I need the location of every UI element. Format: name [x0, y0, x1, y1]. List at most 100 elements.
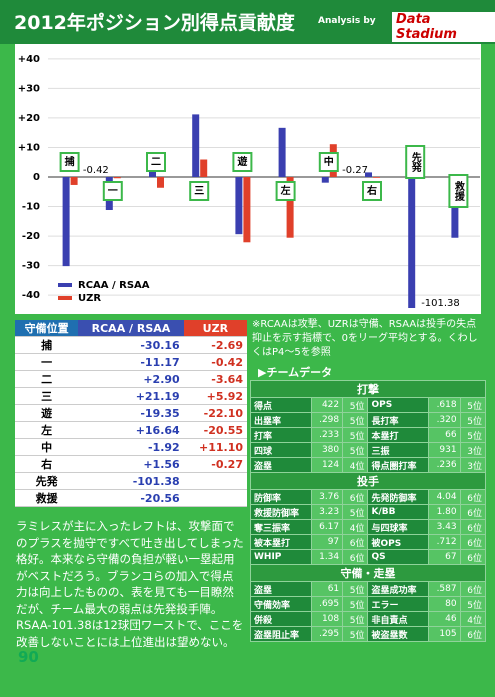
bar: [365, 172, 372, 177]
cell: 5位: [459, 427, 487, 443]
cell: 右: [15, 455, 79, 473]
section-row: 投手: [250, 472, 486, 490]
cell: 4.04: [428, 489, 461, 505]
cell: WHIP: [250, 549, 312, 565]
cell: 422: [310, 397, 344, 413]
cell: 5位: [342, 611, 369, 627]
y-tick-label: 0: [33, 172, 40, 183]
x-tick-label: 捕: [65, 155, 75, 168]
row: 盗塁 61 5位 盗塁成功率 .587 6位: [250, 581, 487, 597]
cell: 非自責点: [367, 611, 430, 627]
row: 出塁率 .298 5位 長打率 .320 5位: [250, 412, 487, 428]
cell: 盗塁: [250, 457, 312, 473]
header-cell: UZR: [183, 320, 247, 337]
chart: +40 +30 +20 +10 0 -10 -20 -30 -40 捕 -0.42 一 二三 遊左 中 -0.…: [15, 44, 481, 314]
bar: [192, 114, 200, 177]
cell: -1.92: [78, 438, 184, 456]
cell: .233: [310, 427, 344, 443]
x-tick-label: 遊: [237, 155, 247, 168]
cell: 先発: [15, 472, 79, 490]
cell: +16.64: [78, 421, 184, 439]
cell: 6位: [459, 549, 487, 565]
y-tick-label: -20: [22, 231, 40, 242]
cell: .295: [310, 626, 344, 642]
team-data-title: ▶チームデータ: [258, 366, 333, 379]
cell: +2.90: [78, 370, 184, 388]
section-row: 守備・走塁: [250, 564, 486, 582]
bar: [286, 177, 294, 238]
header-cell: RCAA / RSAA: [78, 320, 184, 337]
cell: 一: [15, 353, 79, 371]
cell: 出塁率: [250, 412, 312, 428]
body-text: ラミレスが主に入ったレフトは、攻撃面でのプラスを抛守ですべて吐き出してしまった格…: [16, 519, 244, 649]
cell: 6位: [342, 489, 369, 505]
row: 盗塁阻止率 .295 5位 被盗塁数 105 6位: [250, 626, 487, 642]
section-name: 打撃: [250, 380, 486, 398]
cell: 4位: [342, 457, 369, 473]
x-tick-label: 右: [366, 184, 377, 197]
cell: 与四球率: [367, 519, 430, 535]
cell: +1.56: [78, 455, 184, 473]
cell: OPS: [367, 397, 430, 413]
cell: 併殺: [250, 611, 312, 627]
bar: [278, 127, 286, 177]
cell: 本塁打: [367, 427, 430, 443]
cell: -19.35: [78, 404, 184, 422]
cell: 遊: [15, 404, 79, 422]
cell: .695: [310, 596, 344, 612]
bar: [235, 177, 243, 235]
cell: 盗塁: [250, 581, 312, 597]
category-box: [189, 181, 210, 201]
cell: 5位: [342, 397, 369, 413]
category-box: [102, 181, 123, 201]
row: 守備効率 .695 5位 エラー 80 5位: [250, 596, 487, 612]
cell: -2.69: [183, 336, 247, 354]
cell: 6位: [459, 519, 487, 535]
cell: 1.80: [428, 504, 461, 520]
bar: [321, 177, 329, 183]
cell: -0.42: [183, 353, 247, 371]
position-table: 守備位置 RCAA / RSAA UZR 捕 -30.16 -2.69 一 -11.17 -0.…: [15, 320, 247, 507]
cell: 6位: [459, 626, 487, 642]
cell: K/BB: [367, 504, 430, 520]
header-row: 守備位置 RCAA / RSAA UZR: [15, 320, 247, 337]
bar: [157, 177, 164, 188]
x-tick-label: 中: [324, 155, 334, 168]
data-label: -101.38: [421, 298, 460, 309]
cell: -22.10: [183, 404, 247, 422]
category-box: [146, 152, 166, 172]
cell: -11.17: [78, 353, 184, 371]
category-box: [59, 152, 80, 172]
cell: 4位: [342, 519, 369, 535]
cell: 先発防御率: [367, 489, 430, 505]
cell: 6位: [459, 504, 487, 520]
cell: 61: [310, 581, 344, 597]
data-label: -0.42: [83, 165, 109, 176]
cell: 380: [310, 442, 344, 458]
row: WHIP 1.34 6位 QS 67 6位: [250, 549, 487, 565]
header: 2012年ポジション別得点貢献度 Analysis by Data Stadiu…: [0, 0, 495, 44]
cell: 奪三振率: [250, 519, 312, 535]
row: 得点 422 5位 OPS .618 5位: [250, 397, 487, 413]
cell: 67: [428, 549, 461, 565]
cell: 97: [310, 534, 344, 550]
cell: -20.55: [183, 421, 247, 439]
cell: 5位: [342, 412, 369, 428]
cell: 5位: [342, 427, 369, 443]
cell: 6位: [459, 534, 487, 550]
y-tick-label: +30: [18, 83, 40, 94]
cell: 被本塁打: [250, 534, 312, 550]
bar: [62, 177, 70, 267]
row: 防御率 3.76 6位 先発防御率 4.04 6位: [250, 489, 487, 505]
row: 奪三振率 6.17 4位 与四球率 3.43 6位: [250, 519, 487, 535]
cell: 4位: [459, 611, 487, 627]
cell: 5位: [342, 596, 369, 612]
y-tick-label: -30: [22, 261, 40, 272]
bar: [408, 177, 416, 308]
data-label: -0.27: [342, 165, 368, 176]
cell: 盗塁阻止率: [250, 626, 312, 642]
cell: +11.10: [183, 438, 247, 456]
cell: .712: [428, 534, 461, 550]
bar: [149, 168, 156, 177]
